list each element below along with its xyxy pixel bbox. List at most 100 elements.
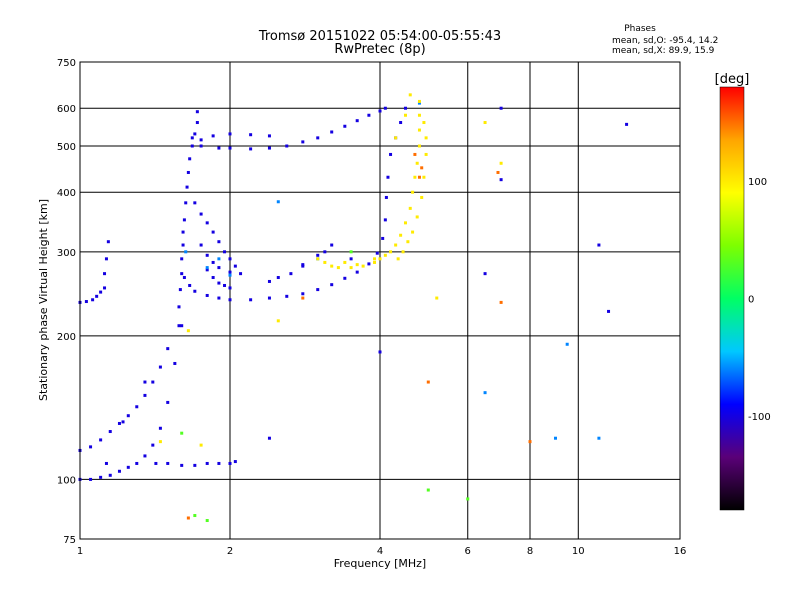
data-point bbox=[383, 253, 387, 257]
data-point bbox=[99, 475, 103, 479]
data-point bbox=[143, 393, 147, 397]
data-point bbox=[267, 436, 271, 440]
data-point bbox=[378, 257, 382, 261]
data-point bbox=[417, 99, 421, 103]
data-point bbox=[217, 296, 221, 300]
y-tick-label: 300 bbox=[57, 248, 76, 259]
data-point bbox=[349, 257, 353, 261]
data-point bbox=[367, 262, 371, 266]
data-point bbox=[389, 152, 393, 156]
data-point bbox=[239, 272, 243, 276]
data-point bbox=[205, 266, 209, 270]
data-point bbox=[403, 106, 407, 110]
y-tick-label: 750 bbox=[57, 58, 76, 69]
x-tick-label: 2 bbox=[227, 546, 233, 557]
data-point bbox=[276, 319, 280, 323]
data-point bbox=[95, 294, 99, 298]
data-point bbox=[182, 276, 186, 280]
data-point bbox=[426, 380, 430, 384]
data-point bbox=[185, 185, 189, 189]
data-point bbox=[217, 257, 221, 261]
data-point bbox=[151, 443, 155, 447]
data-point bbox=[396, 257, 400, 261]
data-point bbox=[193, 463, 197, 467]
data-point bbox=[108, 430, 112, 434]
data-point bbox=[205, 253, 209, 257]
data-point bbox=[301, 292, 305, 296]
data-point bbox=[217, 240, 221, 244]
y-tick-labels: 75 100 200 300 400 500 600 750 bbox=[57, 58, 76, 546]
data-point bbox=[99, 438, 103, 442]
data-point bbox=[343, 124, 347, 128]
data-point bbox=[276, 276, 280, 280]
data-point bbox=[378, 350, 382, 354]
data-point bbox=[607, 309, 611, 313]
chart-subtitle: RwPretec (8p) bbox=[334, 42, 425, 57]
colorbar-tick-label: -100 bbox=[748, 412, 771, 423]
data-point bbox=[384, 195, 388, 199]
data-point bbox=[343, 260, 347, 264]
data-point bbox=[349, 250, 353, 254]
colorbar-tick-label: 100 bbox=[748, 177, 767, 188]
data-point bbox=[301, 264, 305, 268]
colorbar bbox=[719, 86, 745, 511]
data-point bbox=[301, 296, 305, 300]
data-point bbox=[316, 288, 320, 292]
data-point bbox=[228, 132, 232, 136]
data-point bbox=[186, 329, 190, 333]
data-point bbox=[205, 461, 209, 465]
data-point bbox=[223, 283, 227, 287]
data-point bbox=[188, 157, 192, 161]
data-point bbox=[135, 405, 139, 409]
data-point bbox=[89, 445, 93, 449]
data-point bbox=[330, 264, 334, 268]
data-point bbox=[211, 276, 215, 280]
data-point bbox=[211, 230, 215, 234]
data-point bbox=[399, 233, 403, 237]
data-point bbox=[104, 257, 108, 261]
data-point bbox=[228, 286, 232, 290]
data-point bbox=[499, 161, 503, 165]
data-point bbox=[108, 473, 112, 477]
data-point bbox=[383, 218, 387, 222]
data-point bbox=[177, 305, 181, 309]
data-point bbox=[355, 119, 359, 123]
data-point bbox=[403, 113, 407, 117]
data-point bbox=[205, 268, 209, 272]
data-point bbox=[466, 497, 470, 501]
x-tick-label: 6 bbox=[465, 546, 471, 557]
data-point bbox=[413, 175, 417, 179]
data-point bbox=[117, 469, 121, 473]
data-point bbox=[180, 431, 184, 435]
data-point bbox=[415, 161, 419, 165]
data-point bbox=[193, 514, 197, 518]
data-point bbox=[267, 279, 271, 283]
data-point bbox=[158, 426, 162, 430]
data-point bbox=[424, 136, 428, 140]
data-point bbox=[205, 221, 209, 225]
data-point bbox=[378, 109, 382, 113]
data-point bbox=[394, 243, 398, 247]
data-point bbox=[143, 380, 147, 384]
y-tick-label: 400 bbox=[57, 188, 76, 199]
data-point bbox=[343, 276, 347, 280]
data-point bbox=[135, 461, 139, 465]
data-point bbox=[420, 166, 424, 170]
data-point bbox=[499, 106, 503, 110]
plot-frame bbox=[79, 61, 681, 540]
colorbar-tick-label: 0 bbox=[748, 295, 754, 306]
data-point bbox=[91, 298, 95, 302]
data-point bbox=[193, 132, 197, 136]
data-point bbox=[330, 130, 334, 134]
data-point bbox=[316, 136, 320, 140]
chart-title: Tromsø 20151022 05:54:00-05:55:43 bbox=[258, 29, 501, 44]
data-point bbox=[190, 136, 194, 140]
data-point bbox=[89, 477, 93, 481]
data-point bbox=[193, 201, 197, 205]
data-point bbox=[417, 128, 421, 132]
y-tick-label: 75 bbox=[63, 535, 76, 546]
data-point bbox=[349, 266, 353, 270]
data-point bbox=[417, 144, 421, 148]
data-point bbox=[483, 391, 487, 395]
